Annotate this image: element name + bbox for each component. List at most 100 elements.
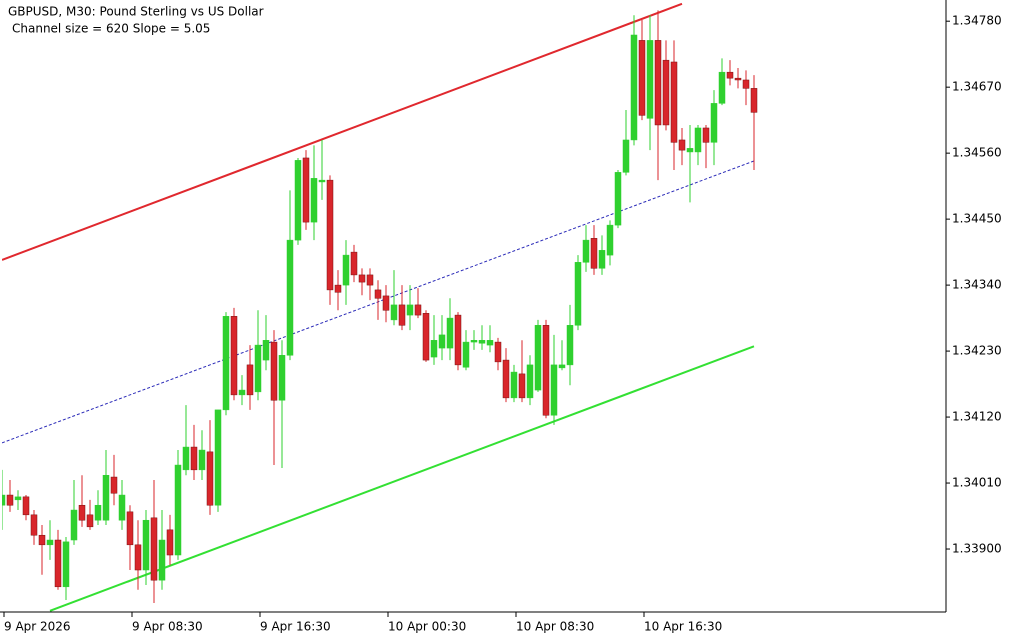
candle-body (342, 254, 350, 286)
candle-body (62, 541, 70, 588)
candle-body (158, 539, 166, 581)
candle-body (318, 179, 326, 183)
candle-body (286, 239, 294, 356)
x-tick-label: 10 Apr 16:30 (644, 620, 722, 634)
candle-body (46, 539, 54, 546)
candle-body (422, 313, 430, 361)
candle-body (750, 88, 758, 113)
candle-body (526, 364, 534, 399)
y-tick-label: 1.34780 (952, 14, 1002, 28)
candle-body (78, 504, 86, 521)
candle-body (150, 517, 158, 581)
candle-body (606, 224, 614, 256)
candle-body (262, 340, 270, 361)
candle-body (94, 504, 102, 521)
candle-body (86, 514, 94, 528)
candle-body (358, 274, 366, 283)
candle-body (302, 157, 310, 223)
channel-line (49, 345, 755, 612)
y-tick-label: 1.34340 (952, 278, 1002, 292)
candle-body (222, 316, 230, 411)
candle-body (470, 340, 478, 343)
candle-body (254, 344, 262, 393)
candle-body (270, 341, 278, 401)
x-tick-label: 9 Apr 08:30 (132, 620, 203, 634)
candle-body (590, 238, 598, 269)
candle-body (206, 451, 214, 506)
candle-body (462, 341, 470, 368)
candle-body (614, 172, 622, 226)
candle-body (686, 148, 694, 153)
candle-body (366, 274, 374, 286)
candle-body (582, 239, 590, 263)
candle-body (182, 446, 190, 471)
candle-body (486, 340, 494, 346)
candle-body (646, 40, 654, 119)
y-tick-label: 1.34670 (952, 80, 1002, 94)
candle-body (294, 160, 302, 241)
candle-body (126, 511, 134, 546)
y-tick-label: 1.34010 (952, 476, 1002, 490)
candle-body (406, 304, 414, 316)
chart-title: GBPUSD, M30: Pound Sterling vs US Dollar (8, 5, 264, 19)
candle-body (398, 304, 406, 326)
candle-body (390, 304, 398, 321)
candle-body (166, 529, 174, 556)
y-tick-label: 1.34450 (952, 212, 1002, 226)
candle-body (678, 139, 686, 151)
candle-body (110, 476, 118, 494)
candle-body (350, 251, 358, 276)
candle-body (494, 341, 502, 363)
candle-body (198, 449, 206, 471)
x-tick-label: 9 Apr 2026 (4, 620, 71, 634)
candle-body (14, 496, 22, 501)
candle-body (2, 494, 6, 506)
candle-body (734, 77, 742, 81)
candle-body (230, 316, 238, 396)
candle-body (374, 289, 382, 299)
candle-body (566, 325, 574, 366)
candle-body (190, 446, 198, 471)
candle-body (174, 464, 182, 556)
candle-body (142, 519, 150, 571)
y-tick-label: 1.34560 (952, 146, 1002, 160)
y-tick-label: 1.34230 (952, 344, 1002, 358)
candle-body (454, 314, 462, 366)
candle-body (622, 139, 630, 173)
candle-body (118, 494, 126, 521)
candle-body (550, 364, 558, 416)
candle-body (670, 61, 678, 143)
candle-body (214, 409, 222, 506)
candle-body (30, 514, 38, 536)
chart-subtitle: Channel size = 620 Slope = 5.05 (12, 22, 210, 36)
candle-body (6, 494, 14, 506)
candle-body (238, 389, 246, 396)
candle-body (518, 373, 526, 399)
x-tick-label: 10 Apr 00:30 (388, 620, 466, 634)
candle-body (542, 325, 550, 416)
candle-body (742, 79, 750, 89)
candle-body (310, 178, 318, 223)
channel-line (2, 2, 683, 261)
candle-body (718, 71, 726, 104)
candle-body (726, 71, 734, 79)
x-tick-label: 10 Apr 08:30 (516, 620, 594, 634)
candle-body (54, 539, 62, 588)
candle-body (246, 364, 254, 396)
candle-body (22, 496, 30, 516)
candle-body (654, 40, 662, 126)
candle-body (510, 371, 518, 399)
candle-body (438, 334, 446, 349)
candle-body (414, 304, 422, 316)
candle-body (326, 179, 334, 291)
candle-body (102, 474, 110, 521)
candle-body (478, 340, 486, 344)
y-tick-label: 1.33900 (952, 542, 1002, 556)
candle-body (694, 127, 702, 153)
candle-body (702, 127, 710, 143)
candle-body (598, 250, 606, 269)
candle-body (38, 534, 46, 546)
candle-body (638, 40, 646, 116)
